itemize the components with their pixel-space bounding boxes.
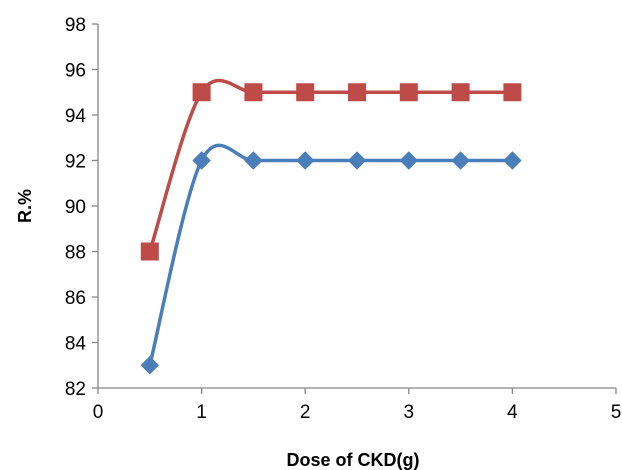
series-1	[140, 143, 522, 375]
series-1-point	[244, 151, 263, 170]
series-2-point	[296, 83, 315, 102]
x-tick-label: 1	[196, 402, 207, 423]
y-tick-label: 88	[65, 243, 86, 264]
axes: 82 84 86 88 90 92 94 96 98 0 1 2 3 4 5	[65, 15, 621, 423]
series-1-point	[295, 151, 315, 170]
series-1-point	[451, 151, 470, 170]
x-tick-label: 0	[93, 402, 104, 423]
y-tick-label: 84	[65, 334, 87, 355]
y-tick-label: 86	[65, 288, 86, 309]
x-tick-label: 4	[507, 402, 518, 423]
series-2-point	[451, 83, 470, 102]
y-tick-label: 82	[65, 379, 86, 400]
series-2-point	[348, 83, 366, 102]
series-2	[140, 78, 522, 261]
y-axis-title: R.%	[15, 189, 35, 223]
series-2-point	[192, 83, 211, 102]
y-tick-label: 98	[65, 15, 86, 36]
y-tick-label: 96	[65, 61, 86, 82]
series-1-line	[148, 143, 513, 366]
series-2-point	[399, 83, 418, 102]
x-tick-label: 2	[300, 402, 311, 423]
x-tick-label: 5	[611, 402, 622, 423]
series-2-point	[244, 83, 263, 102]
series-1-point	[347, 151, 367, 170]
series-layer	[140, 78, 522, 375]
y-tick-label: 94	[65, 106, 87, 127]
x-tick-label: 3	[404, 402, 415, 423]
series-2-point	[140, 242, 159, 261]
x-axis-title: Dose of CKD(g)	[287, 450, 420, 470]
series-1-point	[140, 356, 160, 375]
series-2-point	[503, 83, 522, 102]
series-1-point	[192, 151, 211, 170]
y-tick-label: 90	[65, 197, 86, 218]
series-1-point	[399, 151, 419, 170]
series-1-point	[503, 151, 522, 170]
y-tick-label: 92	[65, 152, 86, 173]
